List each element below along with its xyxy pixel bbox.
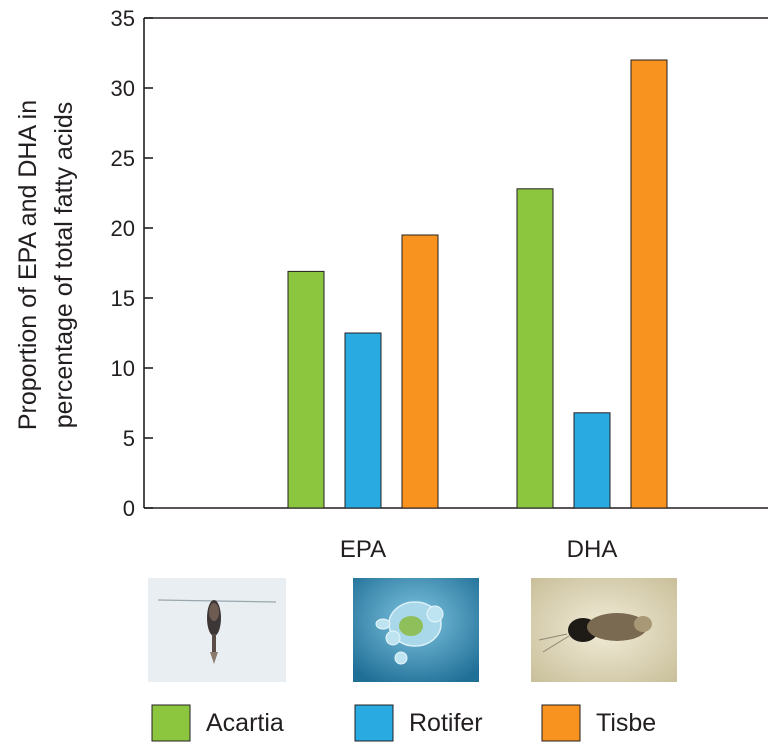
legend: Acartia Rotifer Tisbe xyxy=(151,704,656,742)
legend-label-tisbe: Tisbe xyxy=(596,709,656,737)
y-tick-label: 0 xyxy=(123,496,135,521)
y-tick-label: 30 xyxy=(111,76,135,101)
bar-dha-rotifer xyxy=(573,412,611,509)
bar-epa-rotifer xyxy=(344,332,382,509)
legend-swatch-rotifer xyxy=(354,704,394,742)
axes: 0 5 10 15 20 25 30 35 EPA DHA xyxy=(111,6,768,563)
y-axis-label-line-2: percentage of total fatty acids xyxy=(50,102,78,429)
y-tick-label: 5 xyxy=(123,426,135,451)
bar-dha-tisbe xyxy=(630,59,668,509)
bar-dha-acartia xyxy=(516,188,554,509)
legend-swatch-tisbe xyxy=(541,704,581,742)
y-tick-label: 20 xyxy=(111,216,135,241)
y-axis-label: Proportion of EPA and DHA in percentage … xyxy=(14,100,78,430)
tisbe-copepod-photo xyxy=(531,578,677,682)
y-tick-label: 35 xyxy=(111,6,135,31)
y-tick-label: 10 xyxy=(111,356,135,381)
legend-label-rotifer: Rotifer xyxy=(409,709,483,737)
bar-epa-tisbe xyxy=(401,234,439,509)
y-axis-label-line-1: Proportion of EPA and DHA in xyxy=(14,100,42,430)
legend-label-acartia: Acartia xyxy=(206,709,284,737)
y-tick-label: 25 xyxy=(111,146,135,171)
x-category-label: DHA xyxy=(567,536,618,563)
y-tick-label: 15 xyxy=(111,286,135,311)
legend-swatch-acartia xyxy=(151,704,191,742)
bar-epa-acartia xyxy=(287,270,325,509)
acartia-copepod-photo xyxy=(148,578,286,682)
rotifer-photo xyxy=(353,578,479,682)
bars xyxy=(287,59,668,509)
x-category-label: EPA xyxy=(340,536,386,563)
